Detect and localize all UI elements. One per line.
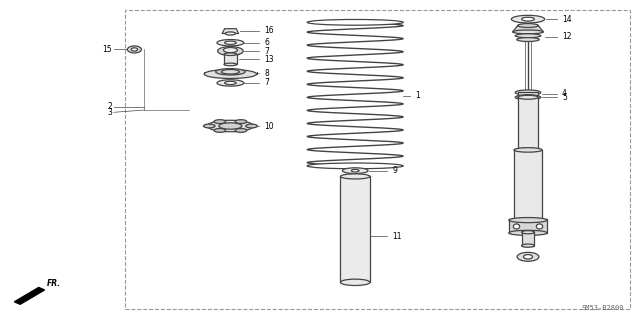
Ellipse shape (225, 32, 236, 35)
Ellipse shape (214, 120, 225, 123)
Ellipse shape (224, 63, 237, 66)
Text: 3: 3 (107, 108, 112, 117)
Ellipse shape (236, 129, 247, 132)
Ellipse shape (307, 19, 403, 25)
Ellipse shape (225, 81, 236, 85)
Ellipse shape (217, 80, 244, 86)
Ellipse shape (224, 53, 237, 56)
Ellipse shape (513, 224, 520, 229)
Ellipse shape (515, 90, 541, 95)
Ellipse shape (515, 95, 541, 100)
Bar (522, 232, 534, 246)
Ellipse shape (340, 174, 370, 179)
Text: 13: 13 (264, 55, 274, 64)
Ellipse shape (522, 17, 534, 21)
Text: 14: 14 (562, 15, 572, 24)
Ellipse shape (509, 218, 547, 223)
Ellipse shape (204, 70, 257, 78)
Ellipse shape (524, 255, 532, 259)
Bar (518, 97, 538, 150)
Ellipse shape (514, 218, 542, 222)
Text: 12: 12 (562, 32, 572, 41)
Ellipse shape (246, 124, 257, 128)
Ellipse shape (225, 41, 236, 44)
Ellipse shape (517, 38, 540, 41)
Text: 9: 9 (392, 166, 397, 175)
Text: 6: 6 (264, 38, 269, 47)
Polygon shape (513, 26, 543, 32)
Text: FR.: FR. (47, 279, 61, 288)
Polygon shape (222, 29, 239, 33)
Text: 11: 11 (392, 232, 402, 241)
Text: 1: 1 (415, 91, 419, 100)
Ellipse shape (518, 95, 538, 99)
Ellipse shape (307, 163, 403, 169)
Ellipse shape (351, 169, 359, 172)
Ellipse shape (218, 47, 243, 56)
Text: 4: 4 (562, 89, 567, 98)
Text: 16: 16 (264, 26, 274, 35)
Bar (125, 10, 630, 309)
Bar (509, 219, 547, 233)
Bar (518, 92, 538, 97)
Text: 7: 7 (264, 47, 269, 56)
Bar (340, 176, 370, 282)
Ellipse shape (214, 129, 225, 132)
Text: 7: 7 (264, 78, 269, 87)
Ellipse shape (509, 230, 547, 235)
Text: SM53-B2800: SM53-B2800 (582, 305, 624, 311)
Text: 15: 15 (102, 45, 112, 54)
Text: 2: 2 (108, 102, 112, 111)
Text: 5: 5 (562, 93, 567, 102)
Ellipse shape (511, 15, 545, 23)
Ellipse shape (342, 168, 368, 174)
Ellipse shape (127, 46, 141, 53)
Ellipse shape (518, 24, 538, 27)
Ellipse shape (514, 148, 542, 152)
Ellipse shape (217, 40, 244, 46)
Ellipse shape (223, 48, 237, 53)
Ellipse shape (515, 34, 541, 38)
Ellipse shape (219, 123, 242, 129)
Ellipse shape (517, 252, 539, 261)
Ellipse shape (518, 148, 538, 152)
Ellipse shape (207, 120, 253, 132)
Ellipse shape (513, 30, 543, 34)
Bar (224, 54, 237, 64)
Text: 8: 8 (264, 69, 269, 78)
Ellipse shape (221, 70, 239, 74)
Ellipse shape (522, 244, 534, 247)
Text: 10: 10 (264, 122, 274, 130)
FancyArrow shape (14, 287, 45, 304)
Ellipse shape (522, 231, 534, 234)
Ellipse shape (131, 48, 138, 51)
Ellipse shape (536, 224, 543, 229)
Ellipse shape (236, 120, 247, 123)
Ellipse shape (204, 124, 215, 128)
Ellipse shape (340, 279, 370, 286)
Bar (514, 150, 542, 220)
Ellipse shape (216, 69, 245, 75)
